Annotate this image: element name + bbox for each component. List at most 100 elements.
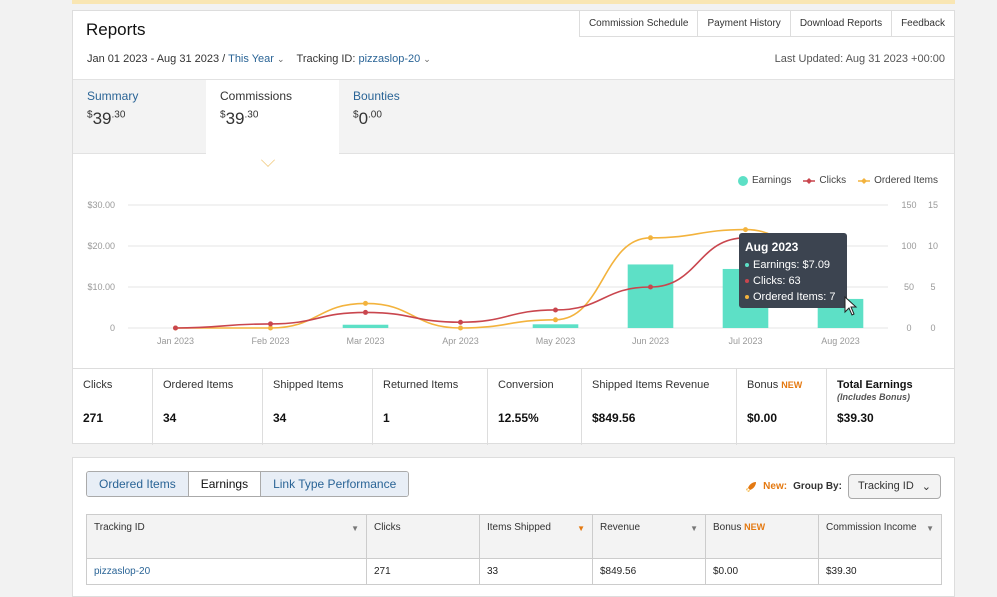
summary-tabs: Summary $39.30 Commissions $39.30 Bounti…: [73, 79, 954, 156]
col-commission-income[interactable]: Commission Income ▼: [818, 514, 942, 559]
col-clicks[interactable]: Clicks: [366, 514, 480, 559]
cell-commission: $39.30: [818, 558, 942, 585]
left-tick-label: $30.00: [87, 200, 115, 210]
page-title: Reports: [86, 20, 146, 39]
chevron-down-icon: ⌄: [276, 54, 285, 64]
tab-bounties-value: $0.00: [353, 109, 382, 128]
table-header-row: Tracking ID ▼ Clicks Items Shipped ▼ Reven…: [86, 514, 942, 559]
right2-tick-label: 0: [930, 323, 935, 333]
right-tick-label: 50: [904, 282, 914, 292]
top-notification-strip: [72, 0, 955, 4]
tracking-id-dropdown[interactable]: pizzaslop-20 ⌄: [358, 53, 431, 65]
last-updated: Last Updated: Aug 31 2023 +00:00: [774, 53, 945, 65]
group-by: New: Group By: Tracking ID ⌄: [745, 474, 941, 499]
right2-tick-label: 10: [928, 241, 938, 251]
tooltip-clicks: Clicks: 63: [745, 273, 841, 289]
x-tick-label: Jan 2023: [157, 336, 194, 346]
metric-bonus: Bonus NEW $0.00: [737, 369, 827, 445]
left-tick-label: 0: [110, 323, 115, 333]
clicks-point: [363, 309, 368, 315]
tab-link-type-performance[interactable]: Link Type Performance: [261, 472, 409, 496]
clicks-point: [268, 321, 273, 327]
tab-summary-label: Summary: [87, 89, 139, 103]
group-by-new-tag: New:: [763, 481, 788, 492]
tooltip-title: Aug 2023: [745, 240, 799, 254]
tab-commissions-value: $39.30: [220, 109, 259, 128]
cell-bonus: $0.00: [705, 558, 819, 585]
metric-ordered-items: Ordered Items 34: [153, 369, 263, 445]
reports-panel: Reports Commission Schedule Payment Hist…: [72, 10, 955, 445]
metric-clicks: Clicks 271: [73, 369, 153, 445]
x-tick-label: Apr 2023: [442, 336, 479, 346]
x-tick-label: Jul 2023: [728, 336, 762, 346]
cell-tracking-id[interactable]: pizzaslop-20: [86, 558, 367, 585]
x-tick-label: Jun 2023: [632, 336, 669, 346]
col-revenue[interactable]: Revenue ▼: [592, 514, 706, 559]
col-bonus[interactable]: Bonus NEW: [705, 514, 819, 559]
tooltip-earnings: Earnings: $7.09: [745, 257, 841, 273]
left-tick-label: $10.00: [87, 282, 115, 292]
tab-earnings[interactable]: Earnings: [188, 472, 262, 496]
header-links: Commission Schedule Payment History Down…: [578, 11, 954, 37]
earnings-bar: [627, 264, 674, 328]
clicks-point: [553, 307, 558, 313]
commission-schedule-link[interactable]: Commission Schedule: [578, 11, 698, 37]
report-table-panel: Ordered Items Earnings Link Type Perform…: [72, 457, 955, 597]
ordered-items-point: [458, 325, 463, 331]
sort-icon[interactable]: ▼: [577, 524, 585, 533]
feedback-link[interactable]: Feedback: [891, 11, 954, 37]
right-tick-label: 0: [906, 323, 911, 333]
x-tick-label: May 2023: [536, 336, 576, 346]
sort-icon[interactable]: ▼: [351, 524, 359, 533]
x-tick-label: Aug 2023: [821, 336, 860, 346]
ordered-items-point: [268, 325, 273, 331]
metric-conversion: Conversion 12.55%: [488, 369, 582, 445]
date-range: Jan 01 2023 - Aug 31 2023 /: [87, 53, 226, 65]
tab-summary-value: $39.30: [87, 109, 126, 128]
metric-returned-items: Returned Items 1: [373, 369, 488, 445]
tab-bounties[interactable]: Bounties $0.00: [339, 80, 472, 155]
mouse-cursor-icon: [844, 296, 858, 316]
table-row: pizzaslop-20 271 33 $849.56 $0.00 $39.30: [86, 558, 942, 585]
tab-ordered-items[interactable]: Ordered Items: [87, 472, 189, 496]
metric-shipped-items: Shipped Items 34: [263, 369, 373, 445]
legend-earnings[interactable]: Earnings: [737, 175, 791, 186]
chevron-down-icon: ⌄: [921, 481, 931, 493]
col-items-shipped[interactable]: Items Shipped ▼: [479, 514, 593, 559]
clicks-point: [648, 284, 653, 290]
chevron-down-icon: ⌄: [423, 54, 431, 64]
metric-total-earnings: Total Earnings (Includes Bonus) $39.30: [837, 379, 913, 425]
group-by-select[interactable]: Tracking ID ⌄: [847, 474, 941, 499]
col-tracking-id[interactable]: Tracking ID ▼: [86, 514, 367, 559]
earnings-bar: [342, 324, 389, 328]
legend-ordered-items[interactable]: Ordered Items: [858, 175, 938, 186]
cell-items-shipped: 33: [479, 558, 593, 585]
tab-commissions[interactable]: Commissions $39.30: [206, 80, 339, 156]
legend-clicks[interactable]: Clicks: [803, 175, 846, 186]
right-tick-label: 100: [901, 241, 916, 251]
rocket-icon: [746, 481, 757, 492]
ordered-items-line: [175, 228, 841, 329]
sort-icon[interactable]: ▼: [690, 524, 698, 533]
chart-legend: Earnings Clicks Ordered Items: [737, 175, 938, 186]
tracking-label: Tracking ID:: [296, 53, 356, 65]
ordered-items-point: [553, 317, 558, 323]
x-tick-label: Feb 2023: [251, 336, 289, 346]
payment-history-link[interactable]: Payment History: [697, 11, 790, 37]
earnings-bar: [532, 324, 579, 328]
group-by-label: Group By:: [793, 481, 842, 492]
tab-commissions-label: Commissions: [220, 89, 293, 103]
tab-bounties-label: Bounties: [353, 89, 400, 103]
period-dropdown[interactable]: This Year ⌄: [228, 53, 285, 65]
right2-tick-label: 15: [928, 200, 938, 210]
report-tabs: Ordered Items Earnings Link Type Perform…: [86, 471, 410, 497]
ordered-items-point: [648, 235, 653, 241]
sort-icon[interactable]: ▼: [926, 524, 934, 533]
ordered-items-point: [743, 227, 748, 233]
metrics-row: Clicks 271 Ordered Items 34 Shipped Items 3…: [73, 368, 954, 445]
tooltip-ordered: Ordered Items: 7: [745, 289, 841, 305]
chart-tooltip: Aug 2023 Earnings: $7.09 Clicks: 63 Orde…: [739, 233, 847, 308]
tab-summary[interactable]: Summary $39.30: [73, 80, 206, 155]
cell-revenue: $849.56: [592, 558, 706, 585]
download-reports-link[interactable]: Download Reports: [789, 11, 892, 37]
